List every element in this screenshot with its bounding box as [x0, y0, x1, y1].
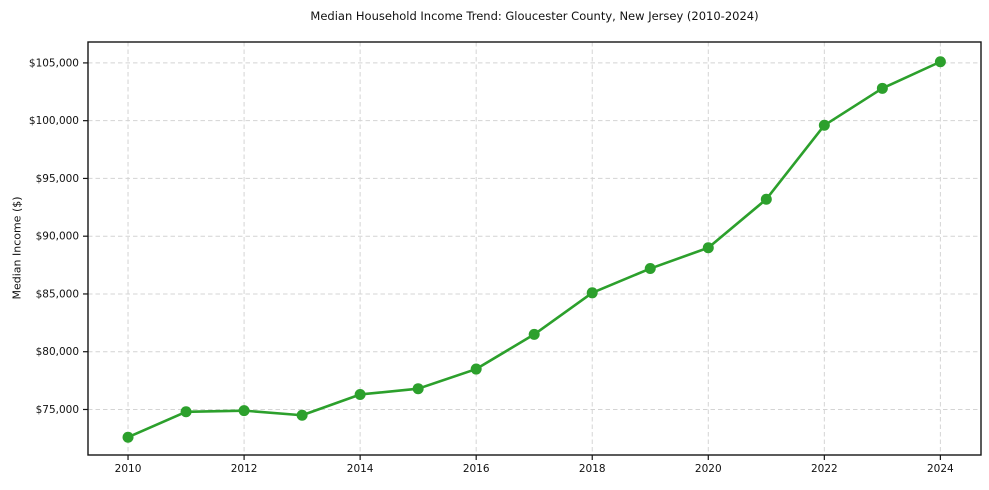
data-point-2020: [702, 242, 714, 254]
data-point-2012: [238, 405, 250, 417]
data-point-2013: [296, 409, 308, 421]
data-point-2023: [876, 82, 888, 94]
y-tick-label: $105,000: [29, 57, 79, 69]
data-point-2018: [586, 287, 598, 299]
y-tick-label: $80,000: [36, 346, 79, 358]
y-tick-label: $75,000: [36, 404, 79, 416]
trend-line: [126, 60, 942, 439]
data-point-2017: [528, 328, 540, 340]
x-tick-label: 2010: [115, 463, 142, 475]
x-tick-label: 2016: [463, 463, 490, 475]
data-point-2021: [760, 193, 772, 205]
data-point-2022: [818, 119, 830, 131]
data-point-2014: [354, 388, 366, 400]
x-tick-label: 2018: [579, 463, 606, 475]
data-point-2015: [412, 383, 424, 395]
x-tick-label: 2022: [811, 463, 838, 475]
y-tick-label: $100,000: [29, 115, 79, 127]
chart-title: Median Household Income Trend: Glouceste…: [310, 9, 759, 23]
x-tick-label: 2014: [347, 463, 374, 475]
data-point-2010: [122, 431, 134, 443]
data-point-2016: [470, 363, 482, 375]
data-point-2024: [934, 56, 946, 68]
y-tick-label: $90,000: [36, 231, 79, 243]
y-tick-label: $85,000: [36, 288, 79, 300]
data-point-2011: [180, 406, 192, 418]
x-tick-label: 2012: [231, 463, 258, 475]
x-tick-label: 2020: [695, 463, 722, 475]
axes-border: [87, 41, 982, 456]
y-tick-label: $95,000: [36, 173, 79, 185]
data-point-2019: [644, 263, 656, 275]
x-tick-label: 2024: [927, 463, 954, 475]
